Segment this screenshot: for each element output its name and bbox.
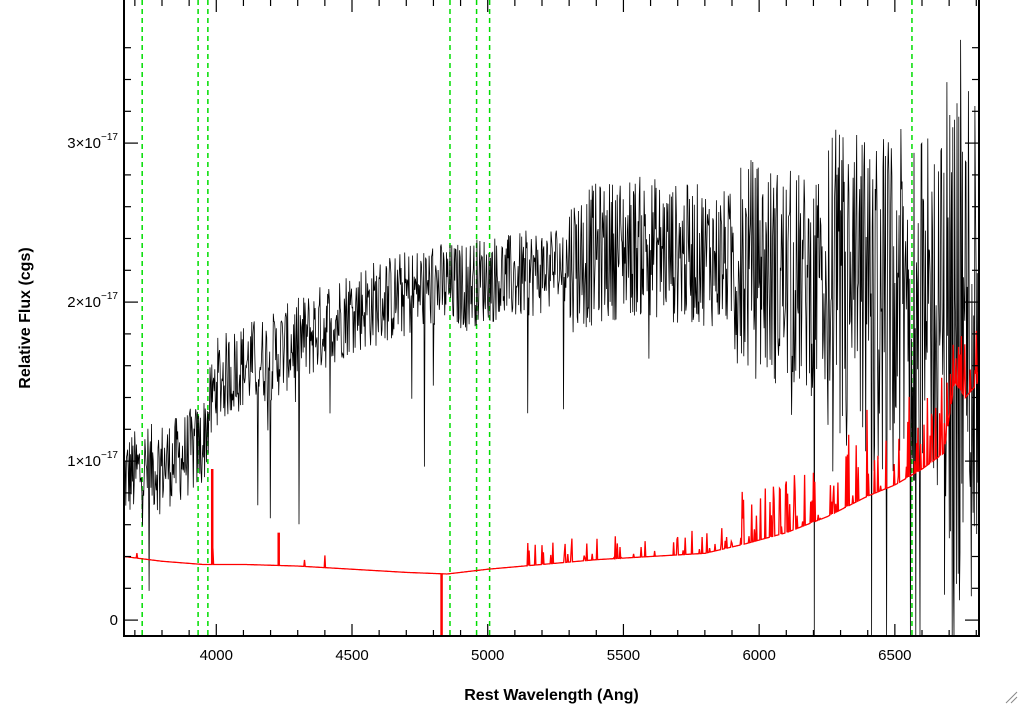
spectrum-line (124, 39, 979, 636)
x-tick-label: 5000 (471, 647, 504, 664)
y-tick-label: 2×10−17 (67, 291, 118, 311)
resize-grip-icon[interactable] (1004, 690, 1018, 704)
x-tick-label: 6500 (878, 647, 911, 664)
y-tick-label: 0 (110, 612, 118, 629)
x-tick-label: 4000 (200, 647, 233, 664)
spectrum-series (124, 39, 979, 636)
y-axis-title: Relative Flux (cgs) (17, 247, 34, 388)
y-tick-label: 1×10−17 (67, 450, 118, 470)
x-tick-label: 4500 (335, 647, 368, 664)
error-line (124, 288, 979, 575)
x-axis-ticks: 4000 4500 5000 5500 6000 6500 (134, 0, 977, 664)
y-axis-ticks: 0 1×10−17 2×10−17 3×10−17 (67, 47, 979, 629)
error-series (124, 288, 979, 636)
x-tick-label: 6000 (742, 647, 775, 664)
plot-frame (123, 0, 980, 637)
x-tick-label: 5500 (607, 647, 640, 664)
y-tick-label: 3×10−17 (67, 132, 118, 152)
x-axis-title: Rest Wavelength (Ang) (464, 687, 639, 704)
